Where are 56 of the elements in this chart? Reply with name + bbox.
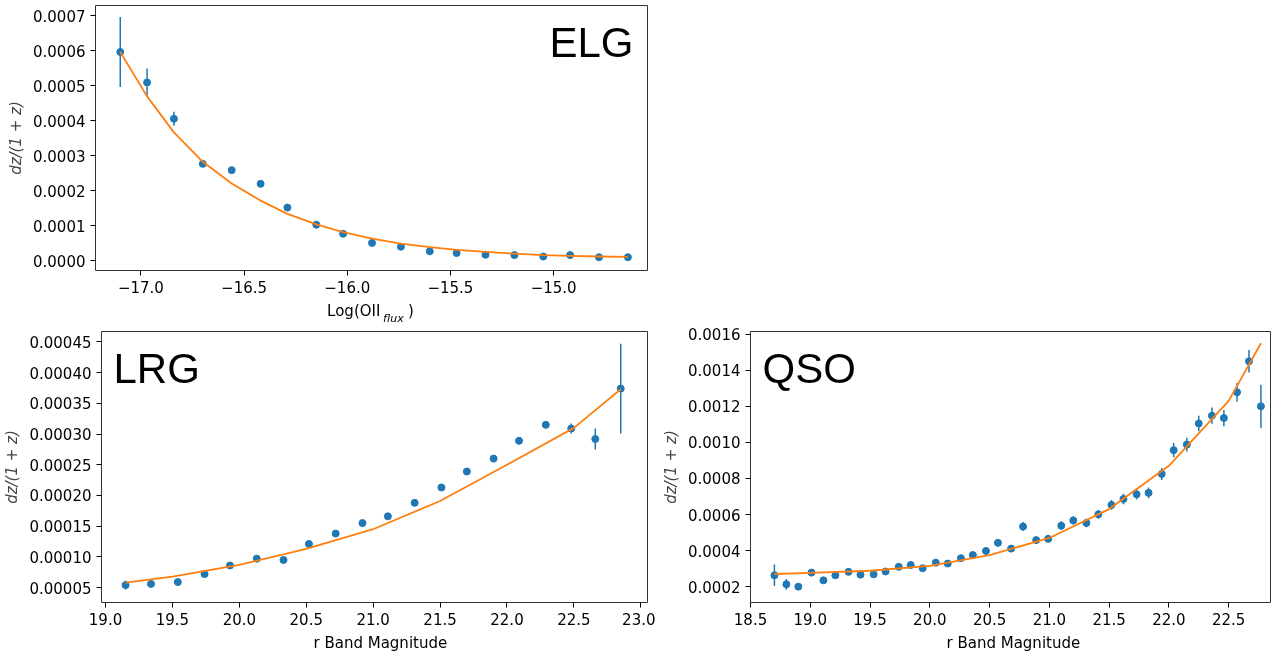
- y-tick-label: 0.0007: [33, 7, 86, 26]
- x-tick-label: 21.5: [423, 610, 457, 629]
- x-tick-label: 19.0: [88, 610, 123, 629]
- y-axis-title: dz/(1 + z): [3, 430, 22, 504]
- x-tick-label: 22.5: [1211, 610, 1246, 629]
- x-tick-label: 22.5: [557, 610, 591, 629]
- y-axis-title: dz/(1 + z): [7, 101, 26, 175]
- y-tick-label: 0.00005: [29, 579, 92, 598]
- y-tick-label: 0.0002: [33, 182, 86, 201]
- x-tick-label: 21.5: [1092, 610, 1126, 629]
- y-tick-label: 0.00020: [29, 487, 92, 506]
- y-tick-label: 0.00045: [29, 333, 92, 352]
- y-tick-label: 0.0006: [688, 506, 741, 525]
- y-tick-label: 0.00025: [29, 456, 92, 475]
- y-tick-label: 0.00035: [29, 395, 92, 414]
- chart-title: QSO: [762, 344, 856, 392]
- y-tick-label: 0.0008: [688, 470, 741, 489]
- x-tick-label: 18.5: [733, 610, 768, 629]
- y-tick-label: 0.0012: [688, 398, 741, 417]
- x-tick-label: 22.0: [1152, 610, 1186, 629]
- x-tick-label: 23.0: [622, 610, 656, 629]
- y-tick-label: 0.0004: [688, 542, 741, 561]
- x-axis-title: r Band Magnitude: [946, 633, 1081, 652]
- x-tick-label: 20.0: [222, 610, 257, 629]
- x-tick-label: 20.0: [913, 610, 947, 629]
- y-tick-label: 0.00015: [29, 518, 92, 537]
- x-tick-label: 19.5: [155, 610, 190, 629]
- x-tick-label: 20.5: [289, 610, 323, 629]
- x-tick-label: −16.0: [324, 278, 371, 297]
- x-tick-label: 19.0: [793, 610, 827, 629]
- y-tick-label: 0.0016: [688, 326, 741, 345]
- x-tick-label: 20.5: [972, 610, 1007, 629]
- x-tick-label: 21.0: [356, 610, 390, 629]
- x-tick-label: −16.5: [221, 278, 268, 297]
- x-tick-label: −17.0: [117, 278, 164, 297]
- y-tick-label: 0.0004: [33, 112, 86, 131]
- x-tick-label: −15.5: [427, 278, 474, 297]
- x-tick-label: 22.0: [490, 610, 524, 629]
- y-tick-label: 0.0005: [33, 77, 86, 96]
- x-tick-label: 19.5: [853, 610, 887, 629]
- y-tick-label: 0.0014: [688, 362, 741, 381]
- y-tick-label: 0.0006: [33, 42, 86, 61]
- y-tick-label: 0.00030: [29, 426, 92, 445]
- x-tick-label: −15.0: [530, 278, 577, 297]
- y-tick-label: 0.0003: [33, 147, 86, 166]
- y-tick-label: 0.00040: [29, 364, 92, 383]
- y-axis-title: dz/(1 + z): [662, 430, 681, 504]
- x-axis-title: r Band Magnitude: [313, 633, 448, 652]
- y-tick-label: 0.0000: [33, 252, 86, 271]
- y-tick-label: 0.0001: [33, 217, 86, 236]
- y-tick-label: 0.0002: [688, 578, 741, 597]
- y-tick-label: 0.0010: [688, 434, 741, 453]
- x-tick-label: 21.0: [1032, 610, 1067, 629]
- chart-title: ELG: [549, 18, 634, 66]
- y-tick-label: 0.00010: [29, 548, 92, 567]
- chart-title: LRG: [113, 344, 200, 392]
